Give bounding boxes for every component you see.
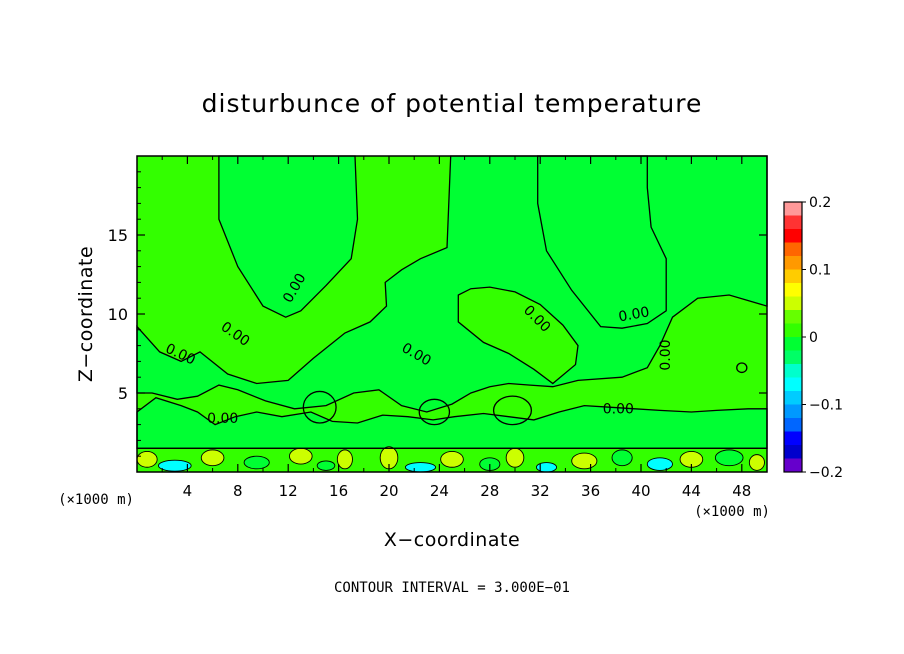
y-tick-label: 10 [108,305,128,324]
colorbar-swatch [784,202,802,216]
contour-label: 0.00 [207,411,238,427]
contour-line [457,286,579,385]
colorbar-tick-label: 0.2 [809,195,831,211]
colorbar-swatch [784,310,802,324]
surface-cell [535,462,558,473]
colorbar-swatch [784,404,802,419]
surface-cell [714,449,744,467]
x-unit-label: (×1000 m) [694,504,770,520]
plot-area: 0.000.000.000.000.000.00 0.000.000.00 [136,155,768,473]
x-axis: 4 8 12 16 20 24 28 32 36 40 44 48 [161,156,751,500]
colorbar-swatch [784,364,802,378]
contour-line [136,396,768,449]
colorbar-swatch [784,445,802,459]
contour-line [537,155,667,329]
surface-cell [611,449,633,467]
x-tick-label: 24 [430,482,449,500]
contour-line [492,395,533,426]
colorbar-swatch [784,229,802,243]
x-tick-label: 44 [682,482,701,500]
colorbar-swatch [784,337,802,351]
colorbar-swatch [784,418,802,432]
surface-cell [646,457,673,471]
x-tick-label: 16 [329,482,348,500]
contour-labels: 0.000.000.000.000.000.00 0.000.000.00 [163,271,674,427]
contour-line [218,155,359,318]
y-tick-label: 5 [118,384,128,403]
contour-region [137,397,767,449]
surface-cell [243,455,270,470]
colorbar-swatch [784,283,802,297]
colorbar-swatch [784,269,802,284]
x-axis-label: X−coordinate [384,529,520,551]
contour-line [736,362,748,374]
contour-label: 0.00 [603,402,634,418]
contour-line [136,155,768,413]
contour-line [418,398,451,426]
x-tick-label: 40 [631,482,650,500]
surface-cell [157,459,192,472]
x-tick-label: 32 [531,482,550,500]
y-axis: 5 10 15 [108,171,767,457]
x-tick-label: 4 [183,482,193,500]
x-tick-label: 36 [581,482,600,500]
colorbar-swatch [784,242,802,257]
colorbar-swatch [784,377,802,392]
y-tick-label: 15 [108,226,128,245]
colorbar-swatch [784,323,802,338]
surface-cell [289,447,313,465]
colorbar-tick-label: 0.1 [809,263,831,279]
near-surface-band [136,446,767,473]
colorbar: 0.2 0.1 0 −0.1 −0.2 [783,195,843,481]
y-axis-label: Z−coordinate [75,246,97,382]
colorbar-swatch [784,296,802,311]
contour-region [137,156,767,412]
colorbar-swatch [784,391,802,405]
surface-cell [404,462,437,473]
surface-cell [200,449,225,467]
surface-cell [336,449,353,470]
contour-interval-note: CONTOUR INTERVAL = 3.000E−01 [334,580,570,596]
contour-label: 0.00 [617,304,650,325]
x-tick-label: 20 [379,482,398,500]
surface-cell [440,451,464,468]
colorbar-swatch [784,431,802,446]
surface-cell [748,454,765,471]
colorbar-tick-label: −0.2 [809,465,843,481]
colorbar-tick-label: −0.1 [809,398,843,414]
contour-region [458,287,578,384]
contour-regions [137,156,767,449]
colorbar-tick-label: 0 [809,330,818,346]
contour-region [218,156,358,318]
surface-cell [571,452,598,470]
surface-cell [316,460,336,471]
surface-cell [505,447,525,468]
surface-cell [136,451,158,468]
colorbar-swatch [784,350,802,365]
contour-label: 0.00 [658,339,674,370]
contour-line [302,390,337,424]
z-unit-label: (×1000 m) [58,492,134,508]
chart-title: disturbunce of potential temperature [202,89,703,118]
colorbar-swatch [784,215,802,230]
x-tick-label: 12 [279,482,298,500]
colorbar-swatch [784,256,802,270]
x-tick-label: 48 [732,482,751,500]
x-tick-label: 28 [480,482,499,500]
contour-lines [136,155,768,449]
colorbar-swatch [784,458,802,473]
x-tick-label: 8 [233,482,243,500]
